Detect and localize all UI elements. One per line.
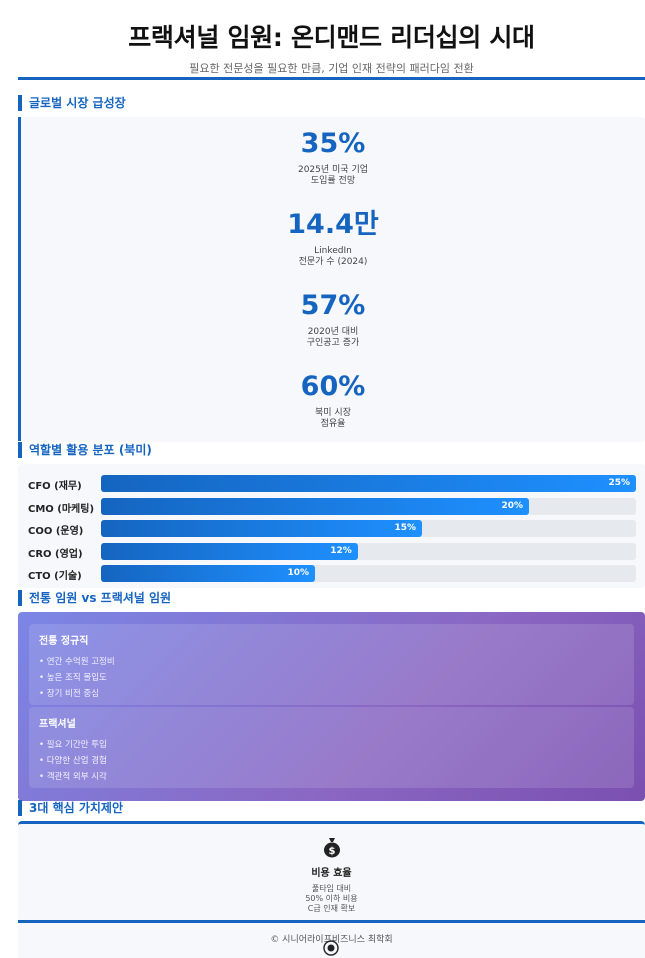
bar: 25% xyxy=(101,475,636,492)
stat-card: 35% 2025년 미국 기업 도입률 전망 xyxy=(18,117,645,198)
fractional-list: • 필요 기간만 투입 • 다양한 산업 경험 • 객관적 외부 시각 xyxy=(39,737,624,785)
list-item: • 객관적 외부 시각 xyxy=(39,772,107,782)
bar-value-label: 25% xyxy=(608,478,630,488)
stat-label-line1: LinkedIn xyxy=(314,246,352,256)
comparison-panel: 전통 정규직 • 연간 수억원 고정비 • 높은 조직 몰입도 • 장기 비전 … xyxy=(18,612,645,801)
fractional-box: 프랙셔널 • 필요 기간만 투입 • 다양한 산업 경험 • 객관적 외부 시각 xyxy=(29,707,634,788)
stat-label: 2020년 대비 구인공고 증가 xyxy=(21,327,645,349)
section-title-market: 글로벌 시장 급성장 xyxy=(18,95,126,111)
bar-track: 15% xyxy=(101,520,636,537)
bar: 10% xyxy=(101,565,315,582)
traditional-box: 전통 정규직 • 연간 수억원 고정비 • 높은 조직 몰입도 • 장기 비전 … xyxy=(29,624,634,705)
bar-value-label: 20% xyxy=(501,500,523,511)
stat-label: 2025년 미국 기업 도입률 전망 xyxy=(21,165,645,187)
stat-label-line2: 점유율 xyxy=(320,419,346,429)
bar: 20% xyxy=(101,497,529,515)
page-footer: © 시니어라이프비즈니스 최학회 xyxy=(18,920,645,958)
bar-value-label: 12% xyxy=(330,545,352,556)
stat-card: 14.4만 LinkedIn 전문가 수 (2024) xyxy=(18,198,645,279)
role-bar-chart: CFO (재무) 25% CMO (마케팅) 20% COO (운영) 15% CRO (영… xyxy=(18,464,645,588)
bar-track: 10% xyxy=(101,565,636,582)
stat-label-line1: 2025년 미국 기업 xyxy=(297,165,369,175)
stat-label-line2: 전문가 수 (2024) xyxy=(298,257,368,267)
bar-category-label: CMO (마케팅) xyxy=(28,503,95,515)
value-card: $ 비용 효율 풀타임 대비 50% 이하 비용 C급 인재 확보 xyxy=(18,821,645,921)
bar-row: COO (운영) 15% xyxy=(18,519,645,542)
money-bag-icon: $ xyxy=(18,836,645,858)
bar-category-label: CTO (기술) xyxy=(28,571,82,582)
bar-category-label: CRO (영업) xyxy=(28,548,83,560)
section-title-roles: 역할별 활용 분포 (북미) xyxy=(18,442,152,458)
bar: 15% xyxy=(101,520,422,537)
stat-label-line2: 구인공고 증가 xyxy=(306,338,360,348)
bar-value-label: 10% xyxy=(287,568,309,578)
stats-panel: 35% 2025년 미국 기업 도입률 전망 14.4만 LinkedIn 전문… xyxy=(18,117,645,442)
section-title-value: 3대 핵심 가치제안 xyxy=(18,800,123,816)
footer-copyright: © 시니어라이프비즈니스 최학회 xyxy=(270,935,393,945)
bar-row: CFO (재무) 25% xyxy=(18,474,645,497)
stat-value: 35% xyxy=(300,128,366,159)
value-line: 50% 이하 비용 xyxy=(305,894,358,903)
traditional-list: • 연간 수억원 고정비 • 높은 조직 몰입도 • 장기 비전 중심 xyxy=(39,654,624,702)
list-item: • 필요 기간만 투입 xyxy=(39,740,107,750)
stat-label-line1: 2020년 대비 xyxy=(307,327,359,337)
bar-value-label: 15% xyxy=(394,523,416,533)
bar: 12% xyxy=(101,542,358,560)
page-header: 프랙셔널 임원: 온디맨드 리더십의 시대 필요한 전문성을 필요한 만큼, 기… xyxy=(18,14,645,80)
list-item: • 장기 비전 중심 xyxy=(39,689,100,699)
stat-value: 14.4만 xyxy=(287,209,379,240)
stat-label-line1: 북미 시장 xyxy=(315,408,351,418)
fractional-title: 프랙셔널 xyxy=(39,719,76,730)
bar-track: 25% xyxy=(101,475,636,492)
bar-category-label: CFO (재무) xyxy=(28,481,82,492)
stat-label: 북미 시장 점유율 xyxy=(21,408,645,430)
value-title: 비용 효율 xyxy=(311,868,352,879)
stat-label: LinkedIn 전문가 수 (2024) xyxy=(21,246,645,268)
target-icon xyxy=(323,940,339,958)
bar-row: CRO (영업) 12% xyxy=(18,542,645,565)
traditional-title: 전통 정규직 xyxy=(39,636,89,647)
bar-track: 20% xyxy=(101,497,636,515)
bar-track: 12% xyxy=(101,542,636,560)
list-item: • 연간 수억원 고정비 xyxy=(39,657,115,667)
bar-category-label: COO (운영) xyxy=(28,526,84,537)
stat-value: 60% xyxy=(300,371,366,402)
svg-text:$: $ xyxy=(328,846,335,857)
value-line: 풀타임 대비 xyxy=(311,884,352,893)
value-line: C급 인재 확보 xyxy=(307,904,356,913)
stat-value: 57% xyxy=(300,290,366,321)
section-title-compare: 전통 임원 vs 프랙셔널 임원 xyxy=(18,590,171,606)
stat-card: 60% 북미 시장 점유율 xyxy=(18,360,645,441)
stat-card: 57% 2020년 대비 구인공고 증가 xyxy=(18,279,645,360)
list-item: • 높은 조직 몰입도 xyxy=(39,673,107,683)
list-item: • 다양한 산업 경험 xyxy=(39,756,107,766)
bar-row: CTO (기술) 10% xyxy=(18,564,645,587)
page-subtitle: 필요한 전문성을 필요한 만큼, 기업 인재 전략의 패러다임 전환 xyxy=(189,62,474,75)
page-title: 프랙셔널 임원: 온디맨드 리더십의 시대 xyxy=(128,23,535,52)
stat-label-line2: 도입률 전망 xyxy=(310,176,356,186)
value-description: 풀타임 대비 50% 이하 비용 C급 인재 확보 xyxy=(18,884,645,914)
bar-row: CMO (마케팅) 20% xyxy=(18,497,645,520)
